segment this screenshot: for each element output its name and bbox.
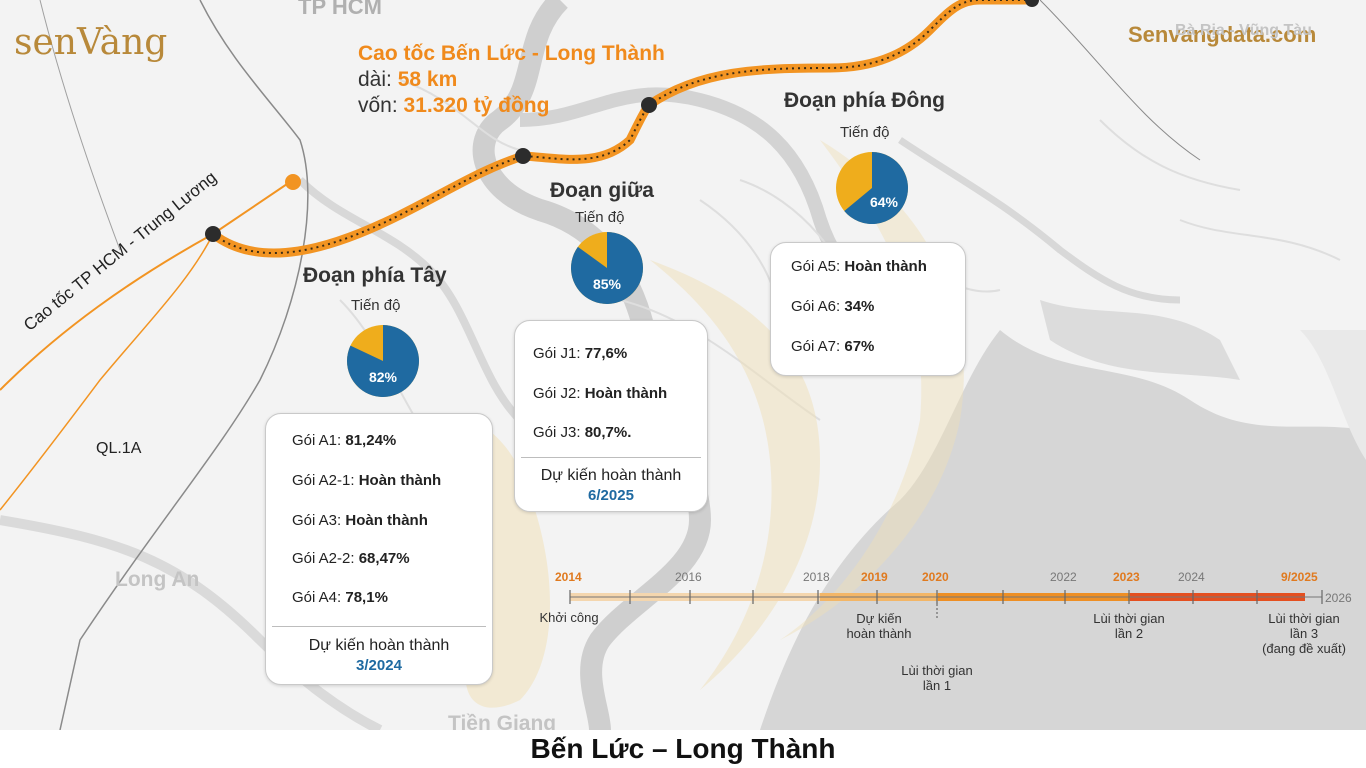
timeline-year: 9/2025 bbox=[1281, 570, 1318, 584]
route-capital: vốn: 31.320 tỷ đồng bbox=[358, 94, 549, 118]
package-row: Gói A4: 78,1% bbox=[292, 589, 388, 606]
timeline-year: 2019 bbox=[861, 570, 888, 584]
package-row: Gói A7: 67% bbox=[791, 338, 875, 355]
brand-logo: senVàng bbox=[14, 22, 168, 63]
package-row: Gói J3: 80,7%. bbox=[533, 424, 632, 441]
length-value: 58 km bbox=[397, 68, 458, 91]
timeline-bar bbox=[569, 590, 1323, 620]
tien-giang-label: Tiền Giang bbox=[448, 712, 557, 735]
capital-label: vốn: bbox=[358, 94, 398, 117]
timeline-note-delay1: Lùi thời gian lần 1 bbox=[901, 663, 973, 693]
timeline-year: 2022 bbox=[1050, 570, 1077, 584]
package-row: Gói A2-1: Hoàn thành bbox=[292, 472, 442, 489]
middle-progress-value: 85% bbox=[592, 276, 622, 292]
timeline-year: 2018 bbox=[803, 570, 830, 584]
package-row: Gói A6: 34% bbox=[791, 298, 875, 315]
timeline-note-delay2: Lùi thời gian lần 2 bbox=[1093, 611, 1165, 641]
timeline-note-delay3: Lùi thời gian lần 3 (đang đề xuất) bbox=[1262, 611, 1346, 656]
west-progress-label: Tiến độ bbox=[351, 297, 401, 314]
middle-progress-pie bbox=[571, 232, 643, 304]
website-link[interactable]: Senvangdata.com bbox=[1128, 22, 1317, 47]
west-segment-title: Đoạn phía Tây bbox=[303, 264, 447, 287]
timeline-year: 2026 bbox=[1325, 591, 1352, 605]
length-label: dài: bbox=[358, 68, 392, 91]
package-row: Gói A2-2: 68,47% bbox=[292, 550, 410, 567]
package-row: Gói J2: Hoàn thành bbox=[533, 385, 668, 402]
city-label: TP HCM bbox=[298, 0, 382, 19]
card-divider bbox=[521, 457, 701, 458]
pie-progress-slice bbox=[347, 325, 419, 397]
east-packages-card: Gói A5: Hoàn thành Gói A6: 34% Gói A7: 6… bbox=[770, 242, 966, 376]
west-expected-date: 3/2024 bbox=[356, 657, 402, 674]
middle-expected-label: Dự kiến hoàn thành bbox=[540, 467, 682, 484]
east-progress-label: Tiến độ bbox=[840, 124, 890, 141]
timeline-note-start: Khởi công bbox=[539, 610, 599, 625]
east-segment-title: Đoạn phía Đông bbox=[784, 89, 945, 112]
middle-progress-label: Tiến độ bbox=[575, 209, 625, 226]
package-row: Gói A5: Hoàn thành bbox=[791, 258, 927, 275]
west-progress-pie bbox=[347, 325, 419, 397]
route-title: Cao tốc Bến Lức - Long Thành bbox=[358, 42, 665, 65]
timeline-year: 2014 bbox=[555, 570, 582, 584]
middle-segment-title: Đoạn giữa bbox=[550, 179, 654, 202]
middle-expected-date: 6/2025 bbox=[588, 487, 634, 504]
card-divider bbox=[272, 626, 486, 627]
long-an-label: Long An bbox=[115, 568, 200, 591]
middle-packages-card: Gói J1: 77,6% Gói J2: Hoàn thành Gói J3:… bbox=[514, 320, 708, 512]
package-row: Gói A1: 81,24% bbox=[292, 432, 397, 449]
route-length: dài: 58 km bbox=[358, 68, 457, 92]
pie-progress-slice bbox=[571, 232, 643, 304]
ql1a-label: QL.1A bbox=[96, 440, 142, 457]
package-row: Gói A3: Hoàn thành bbox=[292, 512, 428, 529]
west-progress-value: 82% bbox=[368, 369, 398, 385]
package-row: Gói J1: 77,6% bbox=[533, 345, 628, 362]
ba-ria-label: Bà Rịa - Vũng Tàu bbox=[1175, 22, 1312, 39]
timeline-year: 2020 bbox=[922, 570, 949, 584]
west-packages-card: Gói A1: 81,24% Gói A2-1: Hoàn thành Gói … bbox=[265, 413, 493, 685]
capital-value: 31.320 tỷ đồng bbox=[403, 94, 550, 117]
west-expected-label: Dự kiến hoàn thành bbox=[308, 637, 450, 654]
east-progress-value: 64% bbox=[869, 194, 899, 210]
timeline-note-planned: Dự kiến hoàn thành bbox=[846, 611, 912, 641]
footer-caption: Bến Lức – Long Thành bbox=[0, 730, 1366, 768]
east-progress-pie bbox=[836, 152, 908, 224]
pie-progress-slice bbox=[844, 152, 908, 224]
timeline-year: 2023 bbox=[1113, 570, 1140, 584]
timeline-year: 2016 bbox=[675, 570, 702, 584]
timeline-year: 2024 bbox=[1178, 570, 1205, 584]
